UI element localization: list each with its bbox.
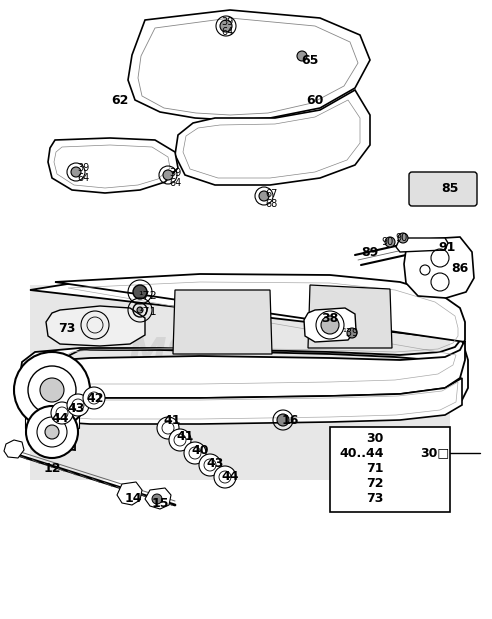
Text: 30: 30	[367, 431, 384, 444]
Text: 41: 41	[176, 430, 194, 443]
Text: 43: 43	[67, 402, 85, 415]
Text: 44: 44	[51, 412, 69, 425]
Circle shape	[37, 417, 67, 447]
Circle shape	[398, 233, 408, 243]
Text: ¹71: ¹71	[139, 307, 157, 317]
Text: 65: 65	[301, 53, 319, 66]
Circle shape	[71, 167, 81, 177]
Polygon shape	[20, 278, 468, 450]
Polygon shape	[304, 308, 356, 342]
Circle shape	[277, 414, 289, 426]
Text: 73: 73	[59, 321, 76, 334]
Text: 85: 85	[441, 181, 459, 194]
Circle shape	[184, 442, 206, 464]
Text: ¹39: ¹39	[342, 328, 358, 338]
Text: 90: 90	[396, 233, 408, 243]
Text: 39: 39	[169, 168, 181, 178]
Text: 41: 41	[163, 413, 181, 426]
Circle shape	[133, 285, 147, 299]
Text: 14: 14	[124, 491, 142, 504]
Text: 62: 62	[111, 93, 129, 106]
Circle shape	[45, 425, 59, 439]
Polygon shape	[4, 440, 24, 458]
Text: 90: 90	[382, 237, 394, 247]
Text: 15: 15	[151, 496, 169, 509]
Text: 39: 39	[77, 163, 89, 173]
Text: 89: 89	[362, 246, 379, 259]
Circle shape	[26, 406, 78, 458]
Bar	[330, 427, 450, 512]
Text: 12: 12	[43, 462, 61, 475]
Circle shape	[297, 51, 307, 61]
Polygon shape	[25, 395, 79, 428]
Text: 16: 16	[281, 413, 299, 426]
Text: 64: 64	[77, 173, 89, 183]
Polygon shape	[46, 306, 145, 346]
Circle shape	[214, 466, 236, 488]
Text: 71: 71	[366, 462, 384, 475]
Polygon shape	[128, 10, 370, 120]
Text: 73: 73	[367, 491, 384, 504]
Text: ¹72: ¹72	[139, 291, 157, 301]
Text: 64: 64	[221, 27, 233, 37]
Circle shape	[385, 237, 395, 247]
Polygon shape	[396, 238, 448, 252]
Polygon shape	[145, 488, 171, 509]
Text: MOTORCYCLE: MOTORCYCLE	[202, 368, 308, 382]
Circle shape	[163, 170, 173, 180]
Circle shape	[40, 378, 64, 402]
Circle shape	[28, 366, 76, 414]
Text: 38: 38	[321, 311, 338, 324]
Circle shape	[152, 494, 162, 504]
Circle shape	[137, 307, 143, 313]
Circle shape	[321, 316, 339, 334]
Text: 43: 43	[206, 456, 224, 469]
Text: 72: 72	[366, 477, 384, 490]
Polygon shape	[40, 378, 462, 424]
Text: SPARE PARTS: SPARE PARTS	[203, 388, 307, 402]
Text: 67: 67	[266, 189, 278, 199]
Bar	[30, 285, 450, 480]
Circle shape	[199, 454, 221, 476]
Circle shape	[83, 387, 105, 409]
Text: 64: 64	[169, 178, 181, 188]
Text: 44: 44	[221, 469, 239, 482]
Circle shape	[347, 328, 357, 338]
Circle shape	[67, 394, 89, 416]
Circle shape	[157, 417, 179, 439]
Circle shape	[14, 352, 90, 428]
Text: MSP: MSP	[127, 336, 222, 374]
Circle shape	[169, 429, 191, 451]
Text: 60: 60	[307, 93, 324, 106]
Text: 30□: 30□	[421, 446, 450, 459]
Text: 42: 42	[86, 391, 104, 404]
Text: 39: 39	[221, 17, 233, 27]
Polygon shape	[117, 482, 142, 505]
Text: 40..44: 40..44	[340, 446, 384, 459]
Polygon shape	[308, 285, 392, 348]
Polygon shape	[173, 290, 272, 354]
Polygon shape	[44, 274, 465, 398]
Text: 91: 91	[438, 241, 456, 254]
Circle shape	[259, 191, 269, 201]
FancyBboxPatch shape	[409, 172, 477, 206]
Polygon shape	[404, 237, 474, 298]
Text: 40: 40	[191, 443, 209, 456]
Text: 86: 86	[451, 261, 468, 274]
Circle shape	[51, 402, 73, 424]
Circle shape	[220, 20, 232, 32]
Text: 68: 68	[266, 199, 278, 209]
Polygon shape	[175, 90, 370, 185]
Polygon shape	[48, 138, 178, 193]
